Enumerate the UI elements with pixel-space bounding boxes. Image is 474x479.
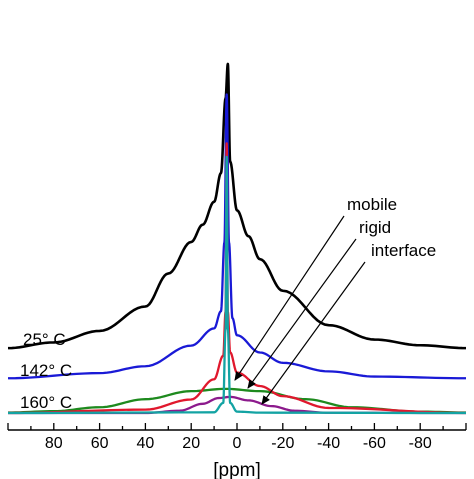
x-axis-label: [ppm] bbox=[213, 460, 261, 479]
x-tick-label: -60 bbox=[363, 435, 386, 452]
x-tick-label: -80 bbox=[409, 435, 432, 452]
x-tick-label: 20 bbox=[182, 435, 200, 452]
series-line-mobile bbox=[7, 155, 467, 415]
x-tick-label: -20 bbox=[271, 435, 294, 452]
x-axis-ticks: 80 60 40 20 0 -20 -40 -60 -80 bbox=[7, 423, 467, 452]
annotation-rigid-arrow bbox=[247, 238, 357, 389]
annotation-rigid-label: rigid bbox=[359, 218, 391, 237]
curve-label-160c: 160° C bbox=[20, 393, 72, 412]
curve-label-25c: 25° C bbox=[23, 330, 66, 349]
annotation-interface-arrow bbox=[261, 261, 366, 405]
x-tick-label: 40 bbox=[137, 435, 155, 452]
annotation-interface-label: interface bbox=[371, 241, 436, 260]
spectrum-curves bbox=[7, 62, 467, 415]
x-tick-label: 80 bbox=[45, 435, 63, 452]
annotation-mobile-arrow bbox=[234, 215, 345, 381]
annotation-mobile-label: mobile bbox=[347, 195, 397, 214]
series-line-160-c bbox=[7, 142, 467, 415]
x-tick-label: 60 bbox=[91, 435, 109, 452]
series-line-rigid bbox=[7, 387, 467, 414]
series-line-25-c bbox=[7, 62, 467, 350]
x-tick-label: 0 bbox=[233, 435, 242, 452]
curve-label-142c: 142° C bbox=[20, 361, 72, 380]
x-tick-label: -40 bbox=[317, 435, 340, 452]
